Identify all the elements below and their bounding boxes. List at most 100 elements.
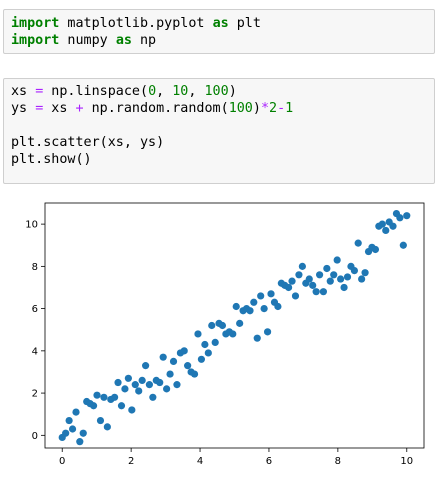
scatter-point <box>306 275 313 282</box>
scatter-plot-output: 0 2 4 6 8 10 0 2 4 6 8 10 <box>0 198 437 481</box>
x-tick-label: 8 <box>335 456 341 467</box>
scatter-point <box>194 330 201 337</box>
scatter-point <box>205 349 212 356</box>
scatter-point <box>93 392 100 399</box>
code-text: xs <box>11 84 35 99</box>
code-body: import matplotlib.pyplot as plt import nu… <box>11 15 427 49</box>
code-keyword: as <box>213 16 229 31</box>
y-tick-label: 10 <box>25 220 38 231</box>
scatter-point <box>309 282 316 289</box>
scatter-point <box>142 362 149 369</box>
code-text: xs <box>43 101 75 116</box>
scatter-point <box>69 425 76 432</box>
x-tick-label: 10 <box>400 456 413 467</box>
scatter-point <box>125 375 132 382</box>
scatter-point <box>330 271 337 278</box>
scatter-point <box>264 328 271 335</box>
code-text: , <box>188 84 204 99</box>
scatter-point <box>163 385 170 392</box>
scatter-point <box>344 273 351 280</box>
code-text: np.linspace( <box>43 84 148 99</box>
scatter-point <box>337 275 344 282</box>
code-text: plt.show() <box>11 152 92 167</box>
code-number: 1 <box>285 101 293 116</box>
scatter-point <box>320 288 327 295</box>
code-keyword: as <box>116 33 132 48</box>
scatter-point <box>295 271 302 278</box>
code-cell-imports[interactable]: import matplotlib.pyplot as plt import nu… <box>3 9 435 54</box>
scatter-point <box>170 358 177 365</box>
scatter-point <box>358 275 365 282</box>
scatter-point <box>288 278 295 285</box>
code-text: ) <box>253 101 261 116</box>
scatter-point <box>132 381 139 388</box>
scatter-point <box>372 246 379 253</box>
code-number: 100 <box>205 84 229 99</box>
code-text: plt <box>229 16 261 31</box>
scatter-point <box>118 402 125 409</box>
code-line: ys = xs + np.random.random(100)*2-1 <box>11 100 427 117</box>
scatter-point <box>323 265 330 272</box>
code-number: 2 <box>269 101 277 116</box>
code-cell-scatter[interactable]: xs = np.linspace(0, 10, 100) ys = xs + np… <box>3 78 435 184</box>
scatter-plot-svg: 0 2 4 6 8 100246810 <box>0 198 437 481</box>
x-tick-label: 6 <box>266 456 272 467</box>
scatter-point <box>355 240 362 247</box>
code-line: plt.show() <box>11 151 427 168</box>
plot-frame <box>45 203 424 448</box>
scatter-point <box>166 370 173 377</box>
scatter-point <box>396 214 403 221</box>
scatter-point <box>361 269 368 276</box>
scatter-point <box>292 292 299 299</box>
code-text: numpy <box>59 33 115 48</box>
scatter-point <box>254 335 261 342</box>
scatter-point <box>382 227 389 234</box>
scatter-point <box>389 223 396 230</box>
scatter-point <box>400 242 407 249</box>
code-text: ) <box>229 84 237 99</box>
x-tick-label: 4 <box>197 456 203 467</box>
x-tick-label: 0 <box>59 456 65 467</box>
code-operator: * <box>261 101 269 116</box>
scatter-point <box>246 307 253 314</box>
scatter-point <box>351 267 358 274</box>
scatter-point <box>149 394 156 401</box>
code-line: xs = np.linspace(0, 10, 100) <box>11 83 427 100</box>
scatter-point <box>379 221 386 228</box>
scatter-point <box>212 339 219 346</box>
scatter-point <box>160 354 167 361</box>
code-operator: + <box>76 101 84 116</box>
scatter-point <box>229 330 236 337</box>
scatter-point <box>191 370 198 377</box>
code-keyword: import <box>11 33 59 48</box>
code-keyword: import <box>11 16 59 31</box>
scatter-point <box>181 347 188 354</box>
scatter-point <box>62 430 69 437</box>
code-text: , <box>156 84 172 99</box>
scatter-point <box>267 290 274 297</box>
scatter-point <box>114 379 121 386</box>
scatter-point <box>340 284 347 291</box>
scatter-point <box>146 381 153 388</box>
scatter-point <box>184 362 191 369</box>
y-tick-label: 8 <box>32 262 38 273</box>
y-tick-label: 6 <box>32 304 38 315</box>
scatter-point <box>198 356 205 363</box>
code-operator: - <box>277 101 285 116</box>
scatter-point <box>285 284 292 291</box>
scatter-point <box>72 408 79 415</box>
code-text: plt.scatter(xs, ys) <box>11 135 164 150</box>
scatter-point <box>111 394 118 401</box>
scatter-point <box>90 402 97 409</box>
scatter-point <box>104 423 111 430</box>
code-line: plt.scatter(xs, ys) <box>11 134 427 151</box>
code-number: 0 <box>148 84 156 99</box>
scatter-point <box>327 278 334 285</box>
code-line: import matplotlib.pyplot as plt <box>11 15 427 32</box>
scatter-point <box>257 292 264 299</box>
scatter-point <box>121 385 128 392</box>
scatter-point <box>316 271 323 278</box>
code-text: ys <box>11 101 35 116</box>
code-text: np <box>132 33 156 48</box>
code-line: import numpy as np <box>11 32 427 49</box>
